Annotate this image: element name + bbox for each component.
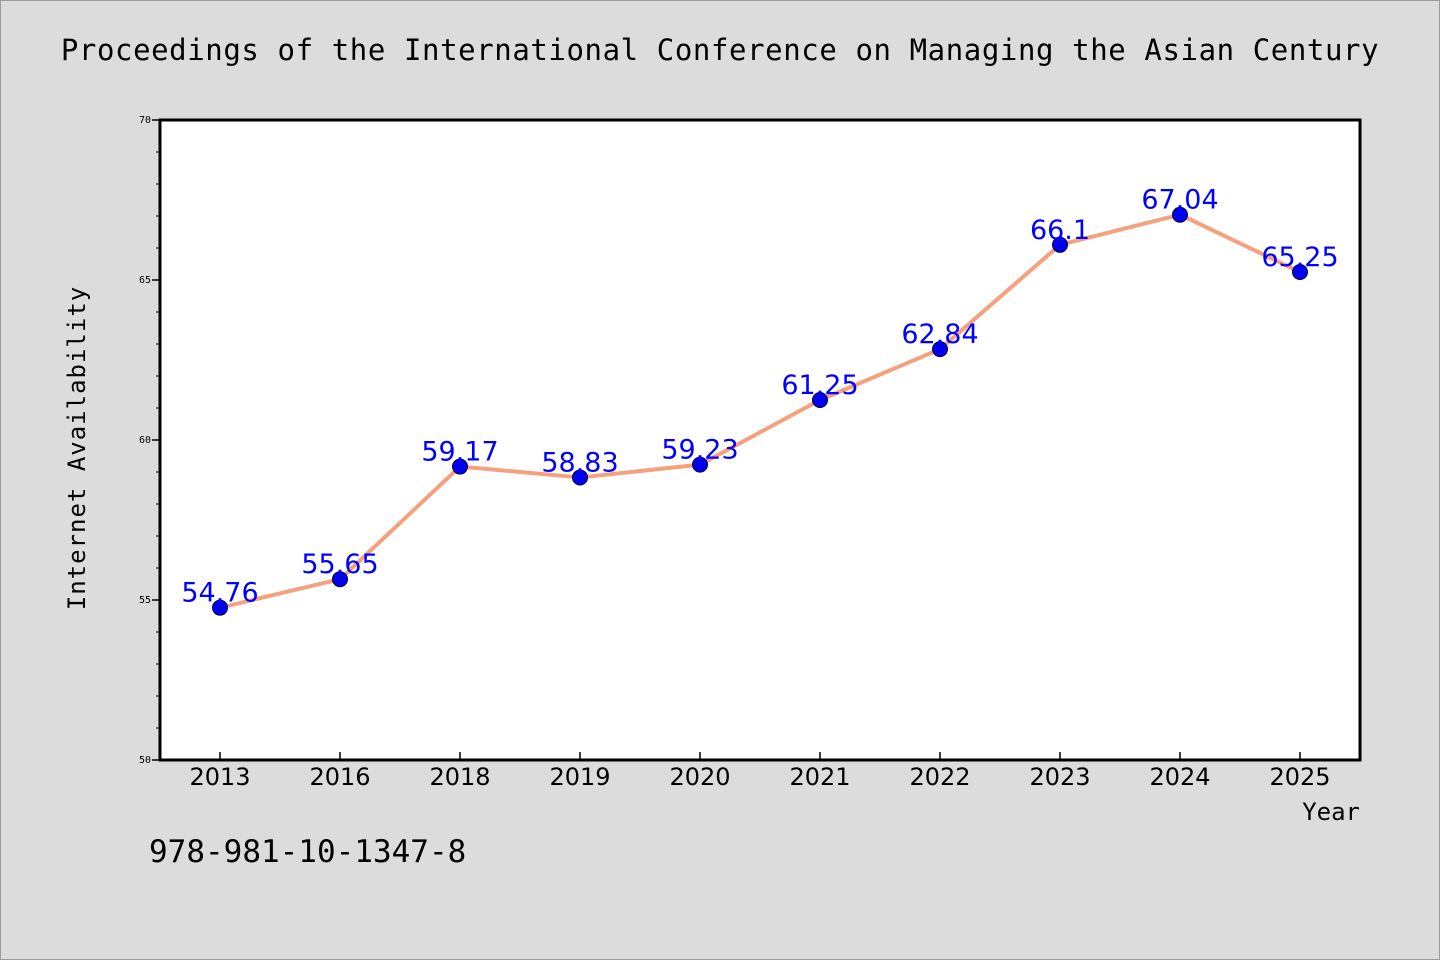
x-tick-label: 2024 bbox=[1149, 763, 1210, 791]
series-line bbox=[219, 212, 1301, 610]
y-tick-label: 60 bbox=[139, 435, 151, 446]
data-label: 65.25 bbox=[1261, 242, 1338, 273]
x-tick-label: 2023 bbox=[1029, 763, 1090, 791]
data-point bbox=[692, 456, 708, 473]
data-labels: 54.76 55.65 59.17 58.83 59.23 61.25 62.84 66.1 6… bbox=[181, 185, 1338, 609]
x-tick-label: 2013 bbox=[189, 763, 250, 791]
plot-border bbox=[158, 118, 1362, 762]
y-axis-ticks: 50 55 60 65 70 bbox=[139, 115, 160, 766]
data-point bbox=[1052, 236, 1068, 253]
x-tick-label: 2019 bbox=[549, 763, 610, 791]
y-tick-label: 55 bbox=[139, 595, 151, 606]
y-tick-label: 65 bbox=[139, 275, 151, 286]
data-point bbox=[572, 469, 588, 486]
data-label: 54.76 bbox=[181, 578, 258, 609]
plot-area bbox=[160, 120, 1360, 760]
data-point bbox=[1292, 264, 1308, 280]
data-label: 55.65 bbox=[301, 549, 378, 580]
data-label: 62.84 bbox=[901, 319, 978, 350]
data-point bbox=[332, 571, 348, 588]
x-tick-label: 2022 bbox=[909, 763, 970, 791]
data-point bbox=[452, 458, 468, 475]
data-label: 59.23 bbox=[661, 435, 738, 466]
y-tick-label: 50 bbox=[139, 755, 151, 766]
x-tick-label: 2016 bbox=[309, 763, 370, 791]
x-axis-ticks: 2013 2016 2018 2019 2020 2021 2022 2023 2024 2025 bbox=[189, 752, 1331, 791]
data-point bbox=[212, 599, 228, 616]
data-label: 66.1 bbox=[1030, 215, 1090, 246]
y-tick-label: 70 bbox=[139, 115, 151, 126]
chart-title: Proceedings of the International Confere… bbox=[60, 33, 1380, 67]
data-label: 67.04 bbox=[1141, 185, 1218, 216]
x-tick-label: 2018 bbox=[429, 763, 490, 791]
x-axis-label: Year bbox=[1302, 798, 1360, 826]
isbn-text: 978-981-10-1347-8 bbox=[149, 834, 467, 870]
x-tick-label: 2025 bbox=[1269, 763, 1330, 791]
data-points bbox=[212, 206, 1308, 616]
y-axis-label: Internet Availability bbox=[63, 286, 91, 610]
data-point bbox=[1172, 206, 1188, 223]
data-label: 59.17 bbox=[421, 437, 498, 468]
data-point bbox=[812, 392, 828, 408]
x-tick-label: 2020 bbox=[669, 763, 730, 791]
data-point bbox=[932, 341, 948, 358]
x-tick-label: 2021 bbox=[789, 763, 850, 791]
data-label: 61.25 bbox=[781, 370, 858, 401]
data-label: 58.83 bbox=[541, 447, 618, 478]
